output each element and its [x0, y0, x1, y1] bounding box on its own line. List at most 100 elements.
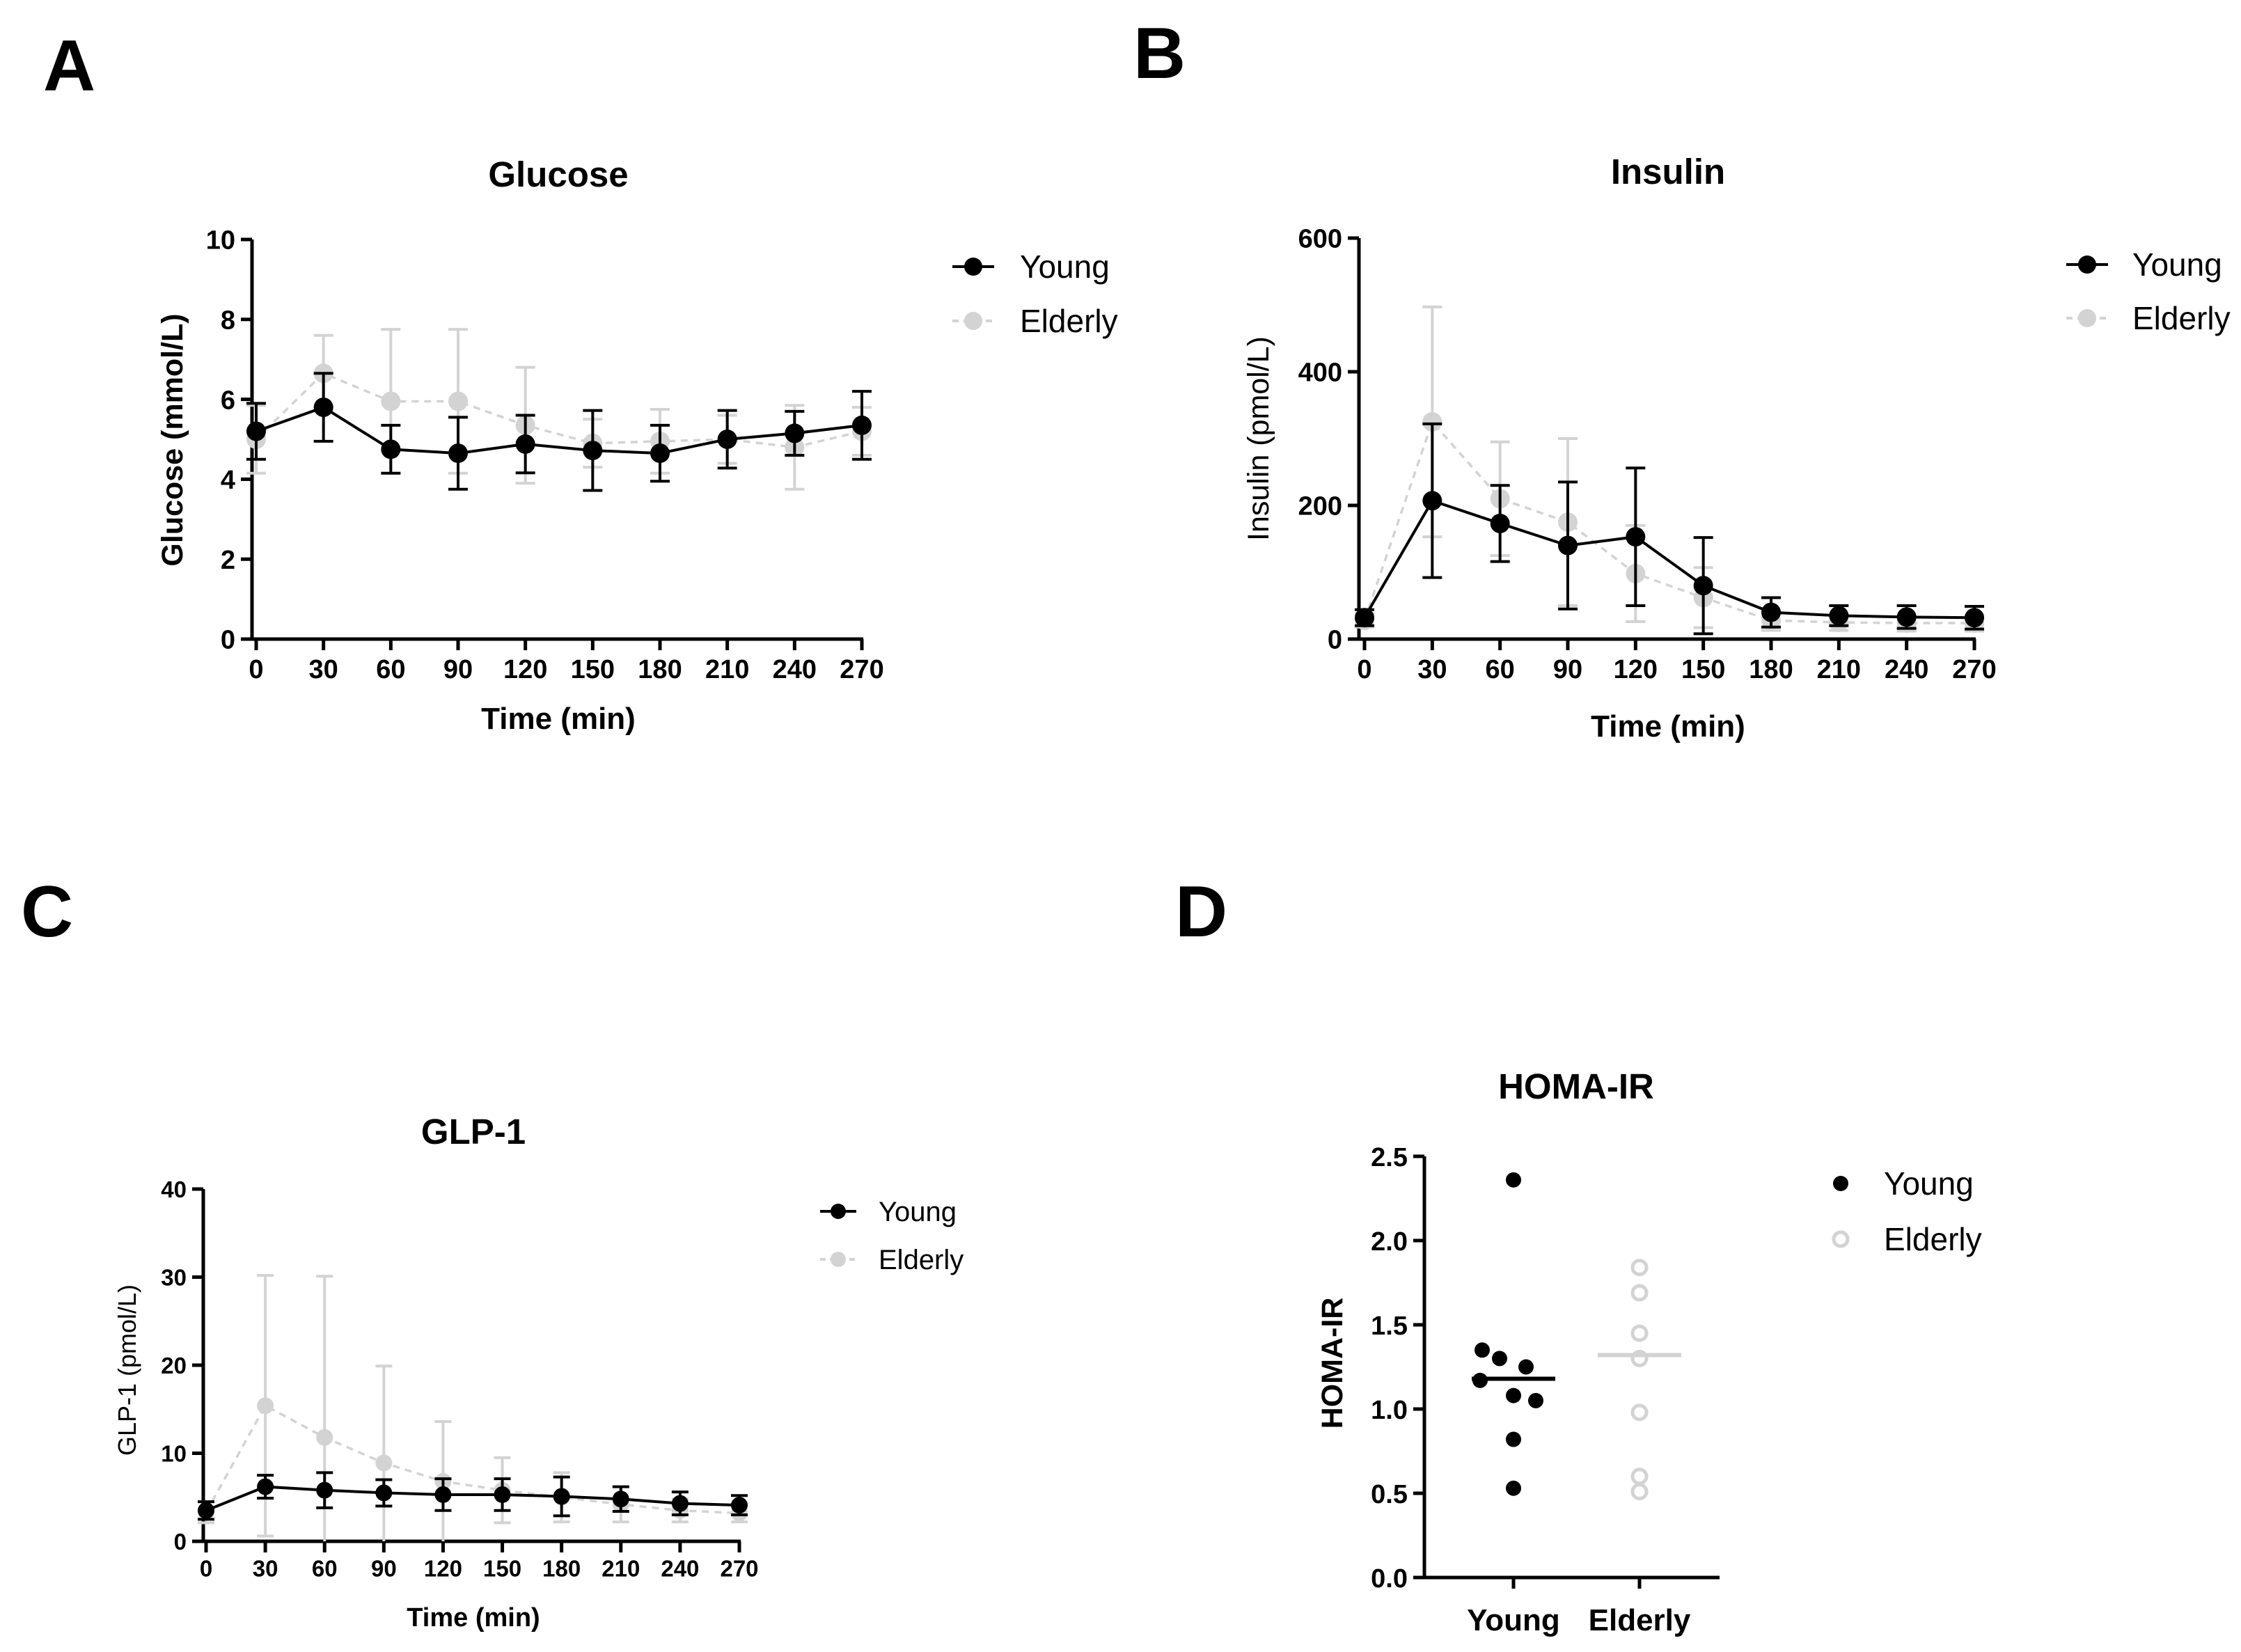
y-tick-label-c: 10: [161, 1440, 187, 1466]
y-tick-label-a: 2: [221, 546, 235, 575]
x-tick-label-a: 180: [638, 655, 682, 684]
data-point-young-d: [1506, 1480, 1521, 1496]
data-point-young-a: [785, 423, 805, 443]
panel-letter-b: B: [1133, 13, 1186, 94]
plot-area-d: 0.0 0.5 1.0 1.5 2.0 2.5 Young Elderly: [1371, 1143, 1720, 1637]
legend-marker-young-a: [964, 258, 982, 276]
x-tick-label-b: 60: [1486, 655, 1515, 684]
x-tick-label-c: 270: [720, 1556, 758, 1582]
data-point-elderly-b: [1422, 412, 1442, 432]
x-tick-label-b: 30: [1417, 655, 1447, 684]
y-tick-label-c: 20: [161, 1353, 187, 1378]
data-point-young-c: [553, 1488, 570, 1505]
data-point-young-c: [434, 1486, 452, 1503]
legend-a: Young Elderly: [952, 249, 1118, 339]
data-point-young-d: [1506, 1172, 1521, 1188]
x-tick-label-c: 120: [424, 1556, 462, 1582]
x-tick-label-b: 150: [1681, 655, 1725, 684]
data-point-young-d: [1492, 1351, 1507, 1367]
data-point-young-c: [494, 1486, 511, 1503]
x-tick-label-a: 240: [773, 655, 817, 684]
data-point-young-d: [1506, 1387, 1521, 1403]
x-tick-label-a: 90: [443, 655, 473, 684]
data-point-young-a: [246, 421, 266, 441]
data-point-elderly-d: [1630, 1284, 1649, 1302]
legend-marker-young-d: [1833, 1176, 1848, 1191]
x-tick-label-a: 150: [571, 655, 615, 684]
legend-c: Young Elderly: [820, 1197, 964, 1275]
x-tick-label-c: 150: [483, 1556, 521, 1582]
legend-marker-elderly-b: [2078, 309, 2096, 327]
data-point-young-b: [1626, 527, 1646, 547]
x-tick-label-b: 180: [1749, 655, 1793, 684]
legend-label-young-d: Young: [1884, 1165, 1974, 1202]
y-tick-label-b: 0: [1328, 626, 1342, 655]
data-point-elderly-d: [1630, 1468, 1649, 1486]
x-tick-label-c: 210: [601, 1556, 640, 1582]
panel-letter-a: A: [43, 26, 95, 107]
series-line-elderly-b: [1363, 419, 1974, 624]
data-point-young-b: [1490, 513, 1510, 533]
legend-marker-young-b: [2078, 255, 2096, 274]
series-line-elderly-a: [255, 372, 863, 449]
x-tick-label-b: 240: [1885, 655, 1928, 684]
data-point-young-a: [381, 439, 401, 459]
y-tick-label-c: 0: [174, 1529, 187, 1555]
data-point-young-a: [717, 430, 737, 449]
y-tick-label-b: 600: [1298, 225, 1342, 254]
legend-label-elderly-c: Elderly: [879, 1245, 964, 1275]
data-point-young-b: [1965, 608, 1984, 628]
data-point-young-d: [1506, 1431, 1521, 1447]
data-point-elderly-d: [1630, 1403, 1649, 1422]
data-point-young-d: [1475, 1342, 1490, 1358]
data-point-young-d: [1518, 1359, 1534, 1375]
panel-letter-c: C: [21, 872, 73, 952]
legend-label-elderly-b: Elderly: [2132, 300, 2231, 336]
legend-marker-young-c: [831, 1204, 846, 1219]
y-axis-label-a: Glucose (mmol/L): [156, 313, 189, 566]
x-tick-label-b: 120: [1614, 655, 1658, 684]
y-tick-label-a: 8: [221, 306, 235, 335]
x-axis-label-c: Time (min): [407, 1603, 540, 1633]
data-point-young-a: [650, 443, 670, 464]
data-point-elderly-d: [1630, 1259, 1649, 1277]
x-axis-label-b: Time (min): [1591, 709, 1745, 744]
x-tick-label-a: 60: [376, 655, 405, 684]
data-point-young-b: [1896, 607, 1917, 627]
data-point-young-a: [448, 443, 468, 464]
y-tick-label-d: 0.5: [1371, 1480, 1408, 1509]
data-point-elderly-d: [1630, 1349, 1649, 1367]
series-line-young-a: [255, 405, 863, 455]
x-tick-label-a: 210: [705, 655, 749, 684]
panel-a: A Glucose 0 2 4 6 8 10 0 30 60 90 120 150 180 210 240 2…: [43, 26, 1118, 736]
data-point-elderly-d: [1630, 1483, 1649, 1501]
data-point-young-b: [1355, 608, 1374, 628]
plot-area-a: 0 2 4 6 8 10 0 30 60 90 120 150 180 210 240 270: [206, 226, 884, 684]
legend-marker-elderly-d: [1832, 1230, 1850, 1248]
data-point-elderly-a: [448, 391, 468, 411]
data-point-elderly-c: [316, 1429, 333, 1446]
y-tick-label-d: 1.0: [1371, 1396, 1408, 1425]
panel-d: D HOMA-IR 0.0 0.5 1.0 1.5 2.0 2.5 Young Elderly…: [1175, 872, 1982, 1637]
chart-title-b: Insulin: [1611, 152, 1725, 191]
data-point-young-d: [1528, 1392, 1543, 1408]
legend-marker-elderly-c: [831, 1252, 846, 1267]
data-point-young-c: [257, 1478, 274, 1495]
data-point-young-b: [1422, 491, 1442, 511]
x-category-label-d: Elderly: [1589, 1603, 1691, 1637]
y-tick-label-a: 0: [221, 626, 235, 655]
legend-b: Young Elderly: [2066, 246, 2231, 336]
x-tick-label-c: 30: [253, 1556, 278, 1582]
x-tick-label-b: 90: [1553, 655, 1582, 684]
chart-title-c: GLP-1: [421, 1112, 526, 1151]
x-tick-label-c: 90: [371, 1556, 397, 1582]
data-point-young-a: [313, 398, 333, 418]
y-tick-label-a: 10: [206, 226, 235, 255]
legend-label-elderly-d: Elderly: [1884, 1221, 1982, 1257]
data-point-elderly-c: [257, 1397, 274, 1415]
x-tick-label-b: 210: [1817, 655, 1861, 684]
legend-marker-elderly-a: [964, 312, 982, 330]
x-tick-label-b: 270: [1952, 655, 1996, 684]
x-tick-label-c: 60: [312, 1556, 338, 1582]
legend-label-young-a: Young: [1020, 249, 1110, 285]
